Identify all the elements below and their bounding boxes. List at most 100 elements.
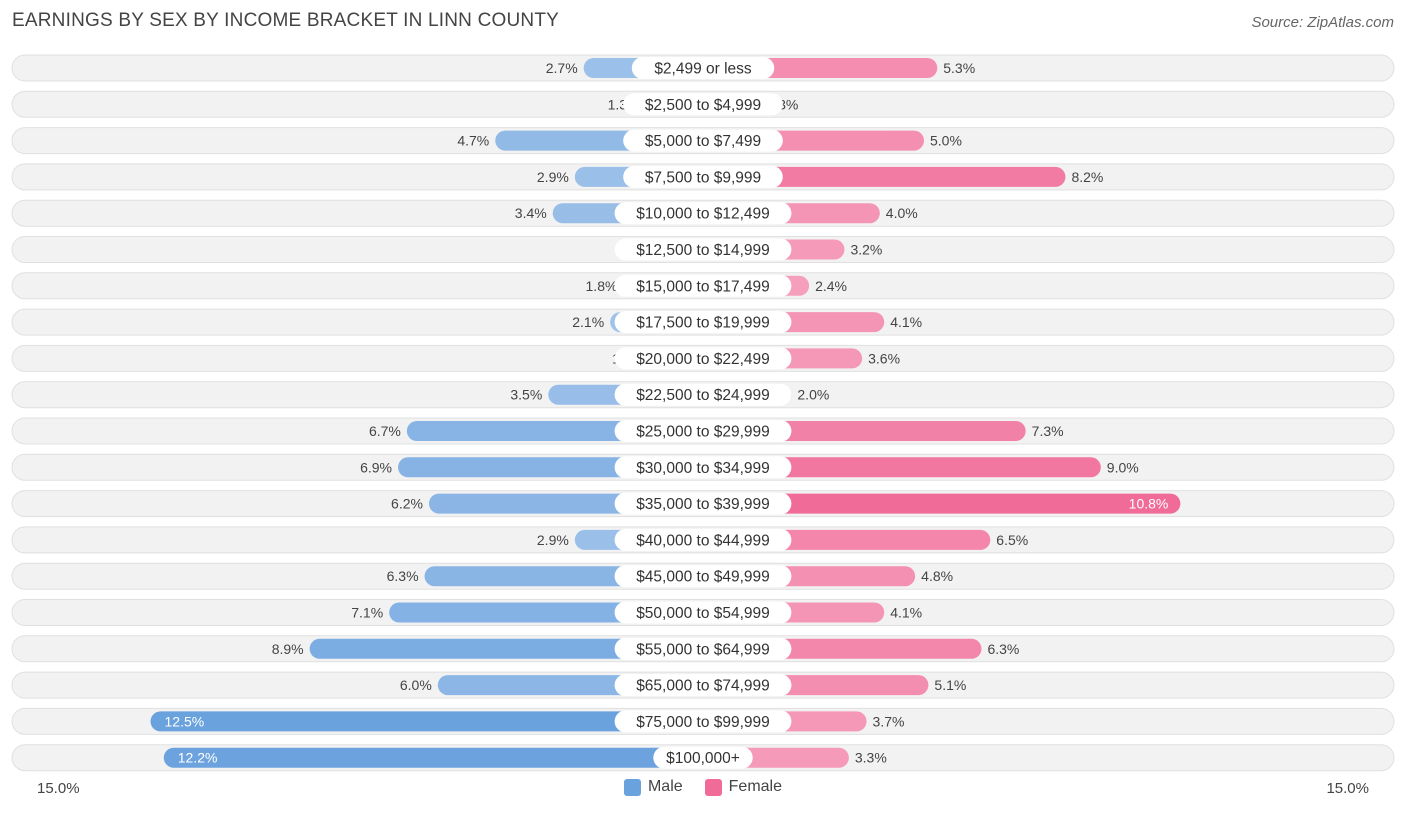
category-label: $2,500 to $4,999 <box>645 97 761 114</box>
male-value-label: 12.2% <box>178 750 218 766</box>
category-label: $5,000 to $7,499 <box>645 133 761 150</box>
row-17: 6.0% 5.1% $65,000 to $74,999 <box>11 671 1395 699</box>
male-value-label: 1.8% <box>586 278 618 294</box>
category-label: $2,499 or less <box>654 61 752 78</box>
female-value-label: 4.1% <box>890 605 922 621</box>
category-label: $100,000+ <box>666 750 740 767</box>
category-pill <box>623 93 783 116</box>
female-value-label: 10.8% <box>1129 496 1169 512</box>
category-label: $15,000 to $17,499 <box>636 278 770 295</box>
category-pill <box>614 528 792 551</box>
female-value-label: 6.3% <box>987 641 1019 657</box>
female-value-label: 4.0% <box>886 205 918 221</box>
male-value-label: 2.9% <box>537 169 569 185</box>
row-0: 2.7% 5.3% $2,499 or less <box>11 54 1395 82</box>
female-value-label: 9.0% <box>1107 459 1139 475</box>
row-15: 7.1% 4.1% $50,000 to $54,999 <box>11 599 1395 626</box>
row-6: 1.8% 2.4% $15,000 to $17,499 <box>11 272 1395 300</box>
category-pill <box>614 202 792 225</box>
legend-label-female: Female <box>728 778 783 795</box>
row-18: 12.5% 3.7% $75,000 to $99,999 <box>11 707 1395 735</box>
category-pill <box>653 746 753 769</box>
female-value-label: 4.8% <box>921 568 953 584</box>
row-4: 3.4% 4.0% $10,000 to $12,499 <box>11 199 1395 227</box>
category-label: $55,000 to $64,999 <box>636 641 770 658</box>
category-pill <box>614 637 792 660</box>
category-label: $40,000 to $44,999 <box>636 532 770 549</box>
category-label: $25,000 to $29,999 <box>636 424 770 441</box>
category-label: $35,000 to $39,999 <box>636 496 770 513</box>
female-value-label: 3.2% <box>850 242 882 258</box>
category-label: $17,500 to $19,999 <box>636 315 770 332</box>
female-value-label: 3.7% <box>873 713 905 729</box>
axis-min-label: 15.0% <box>37 780 80 797</box>
legend-item-male: Male <box>623 778 683 796</box>
row-11: 6.9% 9.0% $30,000 to $34,999 <box>11 453 1395 481</box>
legend-label-male: Male <box>647 778 683 795</box>
category-pill <box>614 456 792 479</box>
legend-item-female: Female <box>704 778 783 796</box>
female-bar <box>703 166 1066 187</box>
category-pill <box>614 492 792 515</box>
male-value-label: 3.4% <box>515 205 547 221</box>
female-bar <box>703 457 1101 478</box>
category-pill <box>614 311 792 334</box>
female-value-label: 6.5% <box>996 532 1028 548</box>
female-value-label: 8.2% <box>1071 169 1103 185</box>
category-label: $7,500 to $9,999 <box>645 169 761 186</box>
female-value-label: 7.3% <box>1032 423 1064 439</box>
male-bar <box>150 711 703 732</box>
male-value-label: 7.1% <box>351 605 383 621</box>
male-value-label: 2.7% <box>546 60 578 76</box>
male-value-label: 12.5% <box>165 713 205 729</box>
legend-swatch-male <box>623 778 641 796</box>
male-value-label: 6.7% <box>369 423 401 439</box>
category-pill <box>614 710 792 733</box>
row-8: 1.2%3.6%$20,000 to $22,499 <box>11 344 1395 372</box>
male-value-label: 4.7% <box>457 133 489 149</box>
row-7: 2.1% 4.1% $17,500 to $19,999 <box>11 308 1395 336</box>
female-value-label: 2.0% <box>797 387 829 403</box>
row-12: 6.2% 10.8% $35,000 to $39,999 <box>11 490 1395 518</box>
category-pill <box>614 238 792 261</box>
chart-source: Source: ZipAtlas.com <box>1251 14 1394 31</box>
category-pill <box>614 601 792 624</box>
male-value-label: 2.1% <box>572 314 604 330</box>
male-value-label: 6.9% <box>360 459 392 475</box>
category-pill <box>614 347 792 370</box>
category-label: $45,000 to $49,999 <box>636 569 770 586</box>
row-3: 2.9% 8.2% $7,500 to $9,999 <box>11 163 1395 191</box>
category-pill <box>614 274 792 297</box>
category-pill <box>614 383 792 406</box>
female-value-label: 3.6% <box>868 350 900 366</box>
female-value-label: 5.0% <box>930 133 962 149</box>
chart-title: EARNINGS BY SEX BY INCOME BRACKET IN LIN… <box>12 10 559 31</box>
category-pill <box>623 129 783 152</box>
category-pill <box>614 674 792 697</box>
category-pill <box>614 565 792 588</box>
female-value-label: 5.1% <box>934 677 966 693</box>
male-value-label: 6.0% <box>400 677 432 693</box>
category-label: $22,500 to $24,999 <box>636 387 770 404</box>
male-value-label: 6.3% <box>387 568 419 584</box>
legend-swatch-female <box>704 778 722 796</box>
male-value-label: 3.5% <box>510 387 542 403</box>
male-bar <box>163 747 703 768</box>
category-label: $30,000 to $34,999 <box>636 460 770 477</box>
category-label: $10,000 to $12,499 <box>636 206 770 223</box>
female-value-label: 2.4% <box>815 278 847 294</box>
row-1: 1.3%1.3%$2,500 to $4,999 <box>11 90 1395 118</box>
axis-max-label: 15.0% <box>1326 780 1369 797</box>
category-label: $20,000 to $22,499 <box>636 351 770 368</box>
category-pill <box>614 420 792 442</box>
row-5: 0.94%3.2%$12,500 to $14,999 <box>11 236 1395 263</box>
row-14: 6.3% 4.8% $45,000 to $49,999 <box>11 562 1395 590</box>
category-label: $12,500 to $14,999 <box>636 242 770 259</box>
male-value-label: 6.2% <box>391 496 423 512</box>
female-value-label: 4.1% <box>890 314 922 330</box>
row-9: 3.5% 2.0% $22,500 to $24,999 <box>11 381 1395 409</box>
row-10: 6.7% 7.3% $25,000 to $29,999 <box>11 417 1395 445</box>
row-16: 8.9% 6.3% $55,000 to $64,999 <box>11 635 1395 663</box>
row-2: 4.7% 5.0% $5,000 to $7,499 <box>11 127 1395 155</box>
